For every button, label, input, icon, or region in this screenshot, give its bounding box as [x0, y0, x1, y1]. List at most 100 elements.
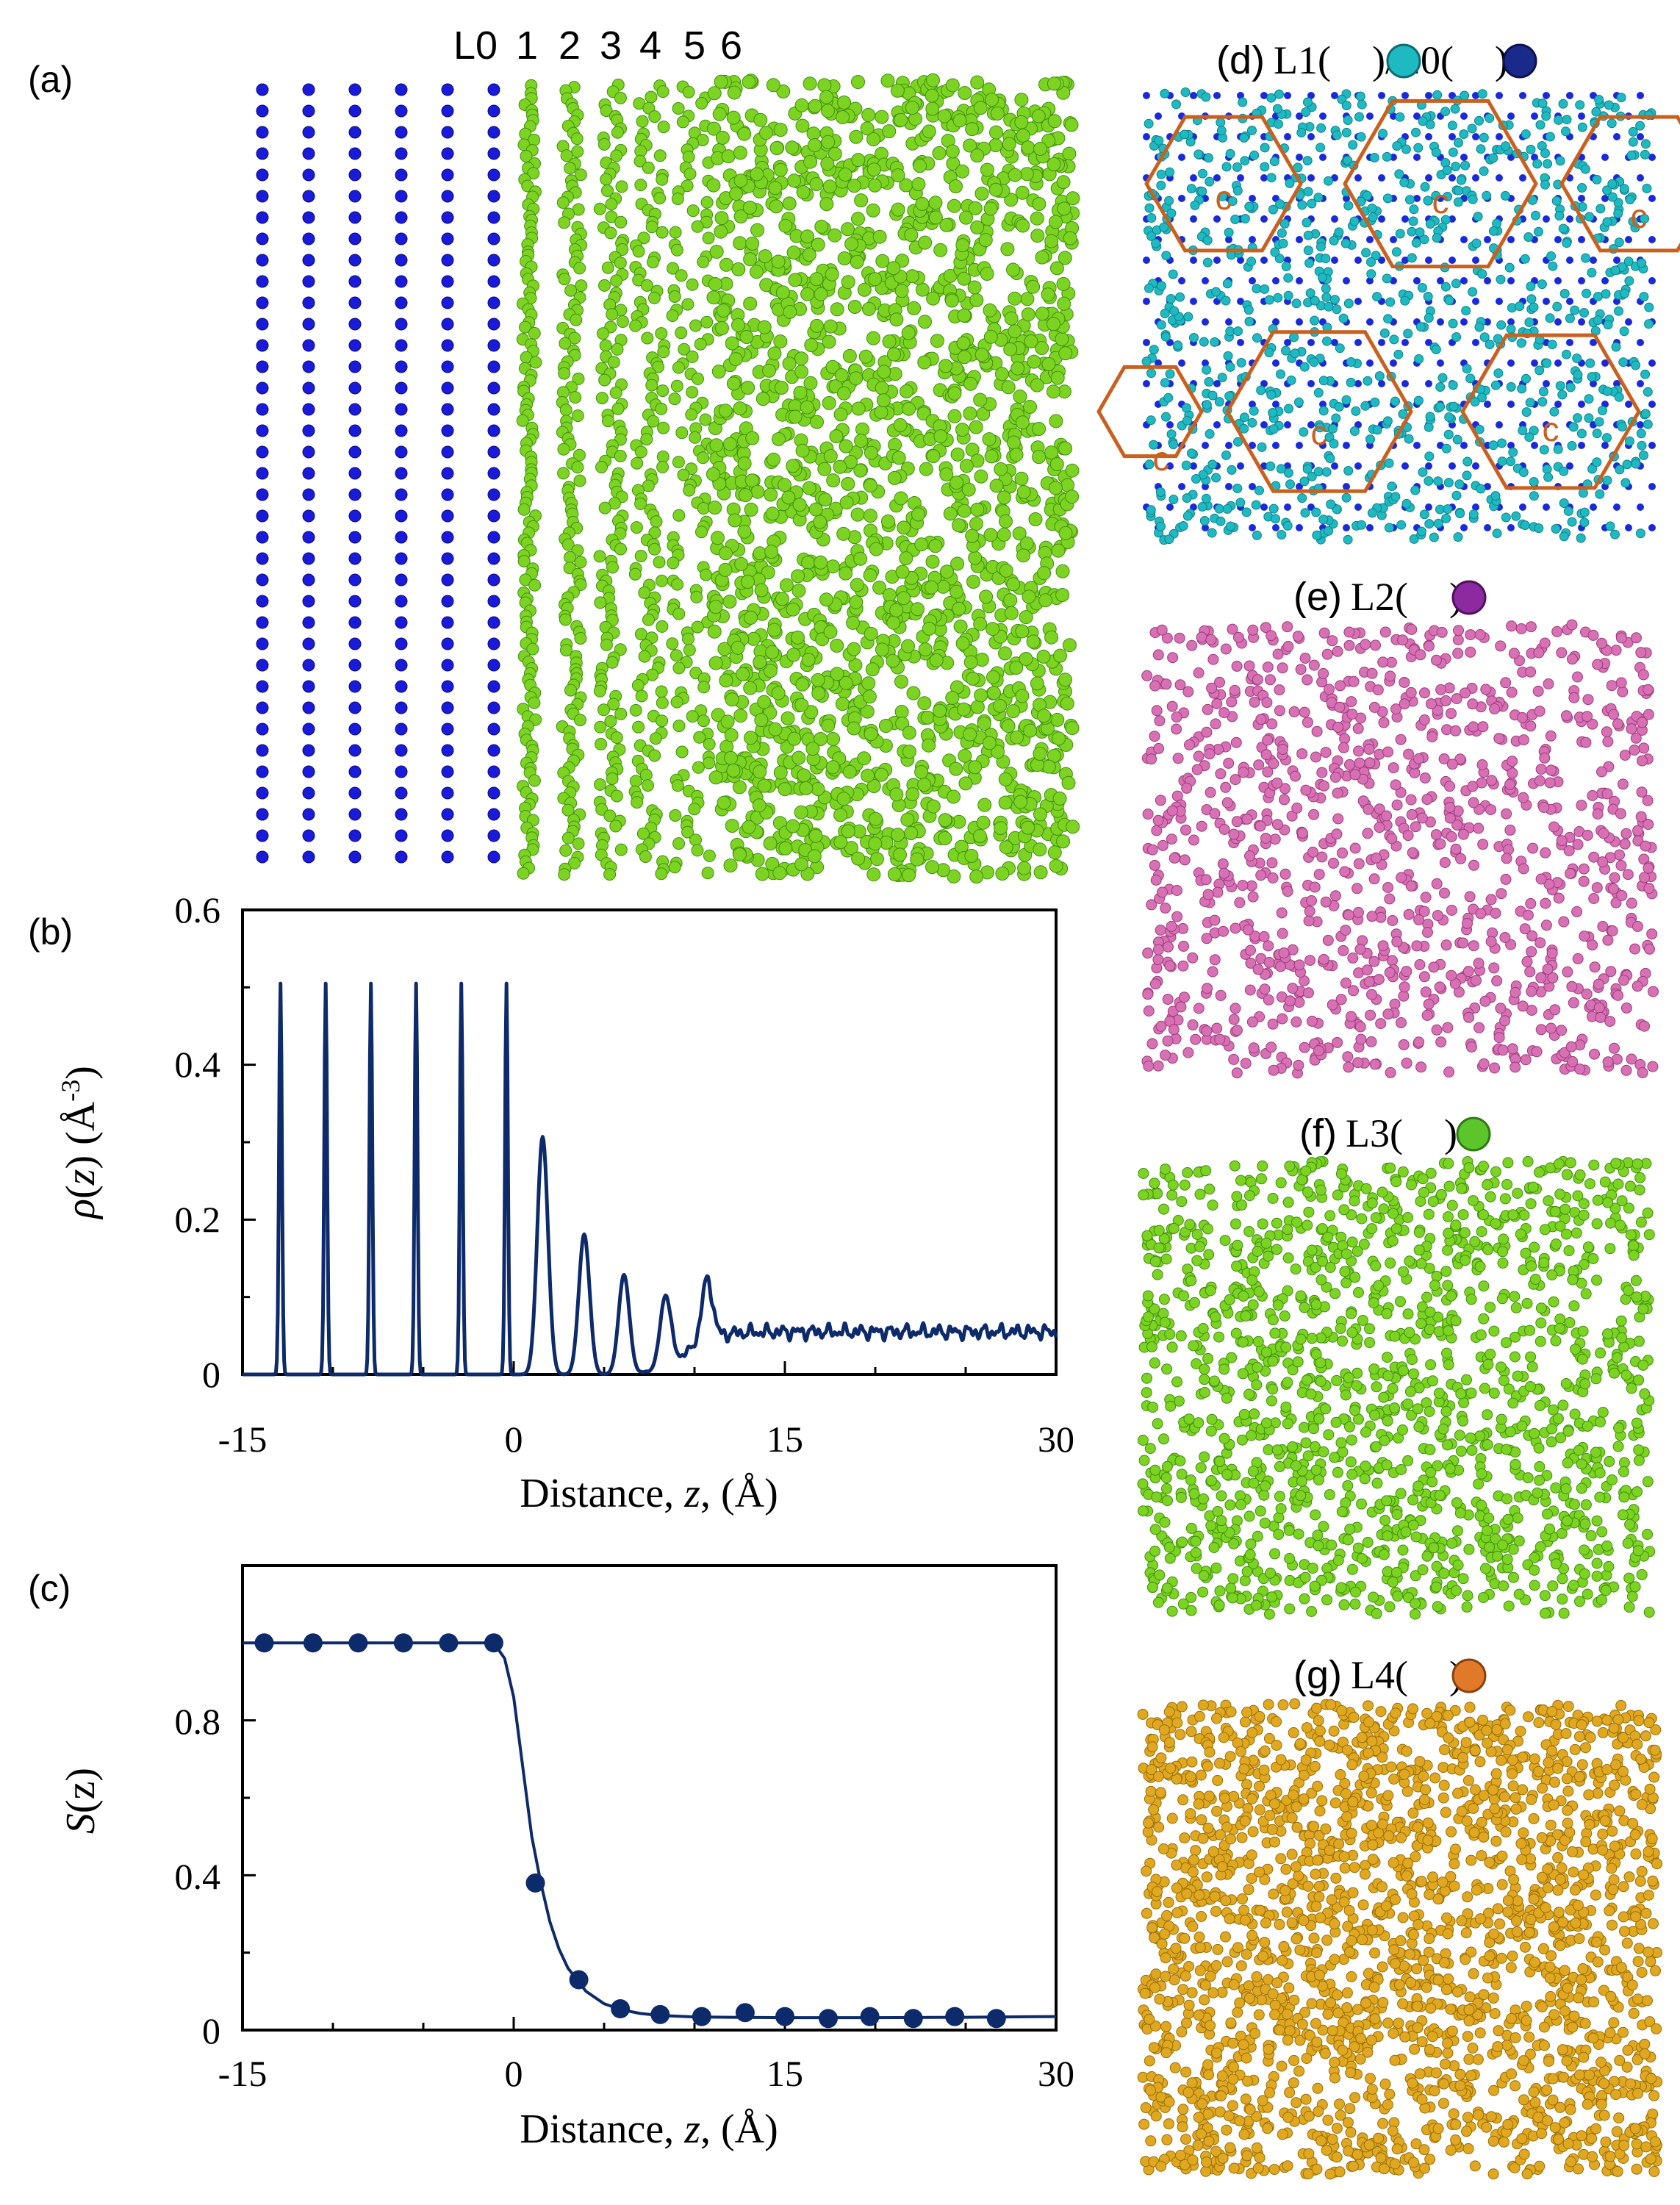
liquid-atom [716, 304, 730, 318]
L0-atom [1213, 421, 1221, 429]
substrate-atom [487, 765, 500, 778]
liquid-atom [631, 456, 644, 470]
liquid-atom [1003, 593, 1018, 608]
liquid-atom [695, 526, 708, 539]
liquid-atom [1008, 168, 1022, 182]
atom [1259, 983, 1271, 995]
liquid-atom [731, 262, 746, 276]
liquid-atom [977, 717, 991, 731]
liquid-atom [847, 642, 861, 656]
liquid-atom [1041, 287, 1055, 302]
atom [1593, 315, 1603, 326]
liquid-atom [570, 313, 583, 326]
liquid-atom [913, 159, 927, 173]
liquid-atom [768, 722, 783, 736]
liquid-atom [814, 555, 828, 570]
atom [1202, 400, 1212, 410]
substrate-atom [487, 467, 500, 480]
atom [1260, 162, 1270, 172]
liquid-atom [691, 620, 704, 634]
atom [1489, 1062, 1501, 1074]
liquid-atom [1019, 167, 1034, 182]
liquid-atom [865, 662, 880, 677]
L0-atom [1178, 277, 1185, 284]
atom [1546, 251, 1557, 261]
L0-atom [1343, 524, 1350, 531]
liquid-atom [911, 507, 925, 522]
atom [1225, 148, 1235, 159]
atom [1285, 479, 1295, 490]
atom [1173, 340, 1183, 351]
liquid-atom [764, 545, 779, 559]
atom [1525, 666, 1537, 678]
liquid-atom [1030, 378, 1044, 392]
liquid-atom [603, 809, 617, 822]
atom [1468, 287, 1478, 297]
liquid-atom [559, 404, 572, 417]
liquid-atom [943, 506, 958, 521]
substrate-atom [256, 254, 269, 267]
liquid-atom [671, 578, 684, 591]
atom [1190, 1033, 1202, 1045]
atom [1493, 733, 1505, 745]
substrate-atom [487, 318, 500, 331]
liquid-atom [976, 815, 991, 830]
liquid-atom [838, 168, 852, 182]
liquid-atom [1047, 845, 1062, 860]
substrate-atom [395, 765, 408, 778]
liquid-atom [750, 484, 765, 499]
atom [1424, 422, 1434, 432]
liquid-atom [1052, 731, 1066, 746]
liquid-atom [699, 413, 712, 426]
liquid-atom [957, 350, 972, 365]
liquid-atom [821, 718, 836, 733]
L0-atom [1249, 195, 1256, 202]
substrate-atom [441, 104, 454, 118]
layer-label-6: 6 [720, 24, 742, 68]
atom [1421, 794, 1433, 806]
liquid-atom [572, 837, 585, 850]
x-tick-labels-c: -15 0 15 30 [218, 2053, 1074, 2094]
liquid-atom [811, 782, 825, 796]
atom [1639, 450, 1648, 460]
liquid-atom [1014, 471, 1029, 486]
liquid-atom [632, 720, 645, 734]
liquid-atom [881, 514, 895, 528]
liquid-atom [564, 684, 577, 697]
L0-atom [1637, 92, 1644, 99]
atom [1401, 966, 1412, 978]
atom [1526, 946, 1537, 958]
L0-atom [1566, 339, 1573, 346]
liquid-atom [604, 226, 617, 240]
atom [1367, 204, 1377, 213]
atom [1303, 987, 1314, 999]
atom [1615, 677, 1627, 689]
liquid-atom [788, 409, 803, 424]
L0-atom [1143, 92, 1150, 99]
atom [1462, 364, 1472, 374]
atom [1209, 808, 1221, 820]
atom [1527, 842, 1539, 854]
atom [1537, 397, 1548, 407]
liquid-atom [804, 338, 819, 352]
liquid-atom [528, 326, 541, 340]
atom [1521, 956, 1533, 967]
liquid-atom [822, 395, 836, 410]
L0-atom [1260, 257, 1268, 264]
atom [1182, 686, 1194, 698]
atom [1490, 491, 1501, 501]
L0-atom [1225, 483, 1232, 490]
liquid-atom [1052, 791, 1067, 806]
atom [1266, 461, 1276, 471]
L0-atom [1413, 154, 1421, 161]
atom [1375, 1018, 1387, 1030]
atom [1515, 623, 1527, 634]
substrate-atom [441, 467, 454, 480]
atom [1539, 637, 1551, 649]
atom [1642, 183, 1652, 193]
L0-atom [1425, 503, 1432, 511]
liquid-atom [1032, 422, 1047, 436]
L0-sphere-icon [1502, 43, 1537, 79]
atom [1362, 828, 1374, 839]
atom [1601, 289, 1611, 299]
